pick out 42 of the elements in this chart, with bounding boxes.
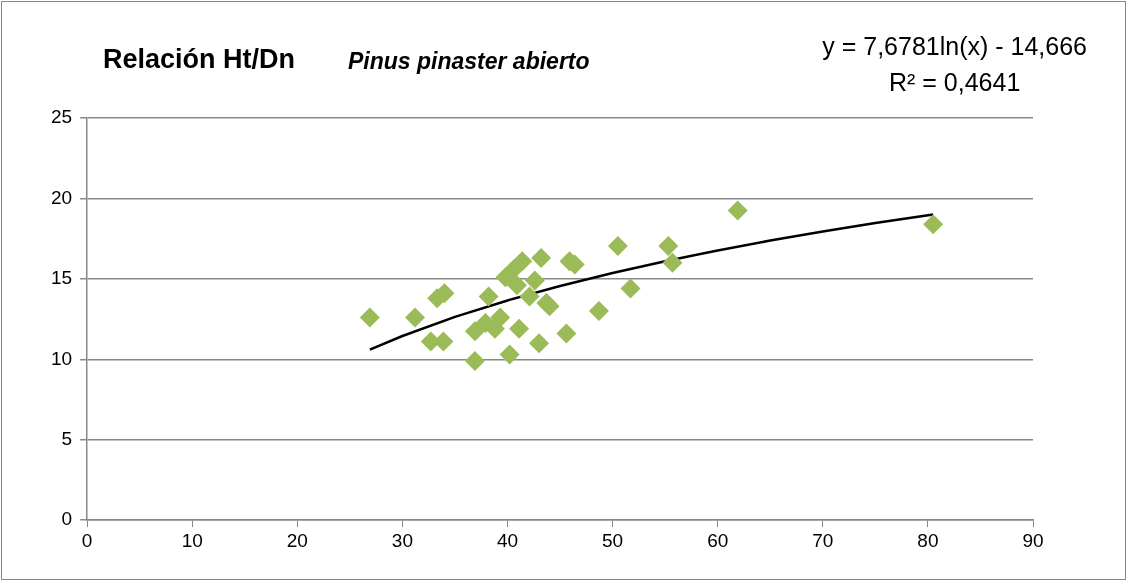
point <box>499 344 520 365</box>
point <box>478 286 499 307</box>
x-tick-label: 40 <box>496 529 519 551</box>
point <box>359 307 380 328</box>
y-tick-label: 5 <box>61 427 73 449</box>
point <box>662 252 683 273</box>
point <box>506 275 527 296</box>
point <box>607 235 628 256</box>
y-tick-label: 25 <box>50 106 73 128</box>
point <box>524 270 545 291</box>
point <box>464 350 485 371</box>
point <box>405 307 426 328</box>
point <box>923 214 944 235</box>
chart-subtitle: Pinus pinaster abierto <box>348 48 590 75</box>
y-tick-label: 20 <box>50 186 73 208</box>
x-tick-label: 10 <box>181 529 203 551</box>
point <box>531 247 552 268</box>
x-tick-label: 80 <box>917 529 939 551</box>
y-tick-label: 10 <box>50 347 73 369</box>
text: R² = 0,4641 <box>887 67 1022 98</box>
point <box>658 235 679 256</box>
x-tick-label: 60 <box>707 529 729 551</box>
y-tick-label: 15 <box>50 267 73 289</box>
point <box>464 321 485 342</box>
x-tick-label: 50 <box>602 529 624 551</box>
point <box>620 278 641 299</box>
point <box>529 333 550 354</box>
point <box>512 251 533 272</box>
x-tick-label: 70 <box>812 529 834 551</box>
x-tick-label: 0 <box>81 529 93 551</box>
point <box>490 307 511 328</box>
y-tick-label: 0 <box>61 508 73 530</box>
point <box>509 318 530 339</box>
point <box>519 286 540 307</box>
x-tick-label: 90 <box>1022 529 1044 551</box>
x-tick-label: 20 <box>286 529 308 551</box>
chart-title: Relación Ht/Dn <box>103 44 296 75</box>
point <box>588 301 609 322</box>
text: y = 7,6781ln(x) - 14,666 <box>822 31 1087 62</box>
point <box>727 200 748 221</box>
x-tick-label: 30 <box>391 529 413 551</box>
point <box>556 323 577 344</box>
